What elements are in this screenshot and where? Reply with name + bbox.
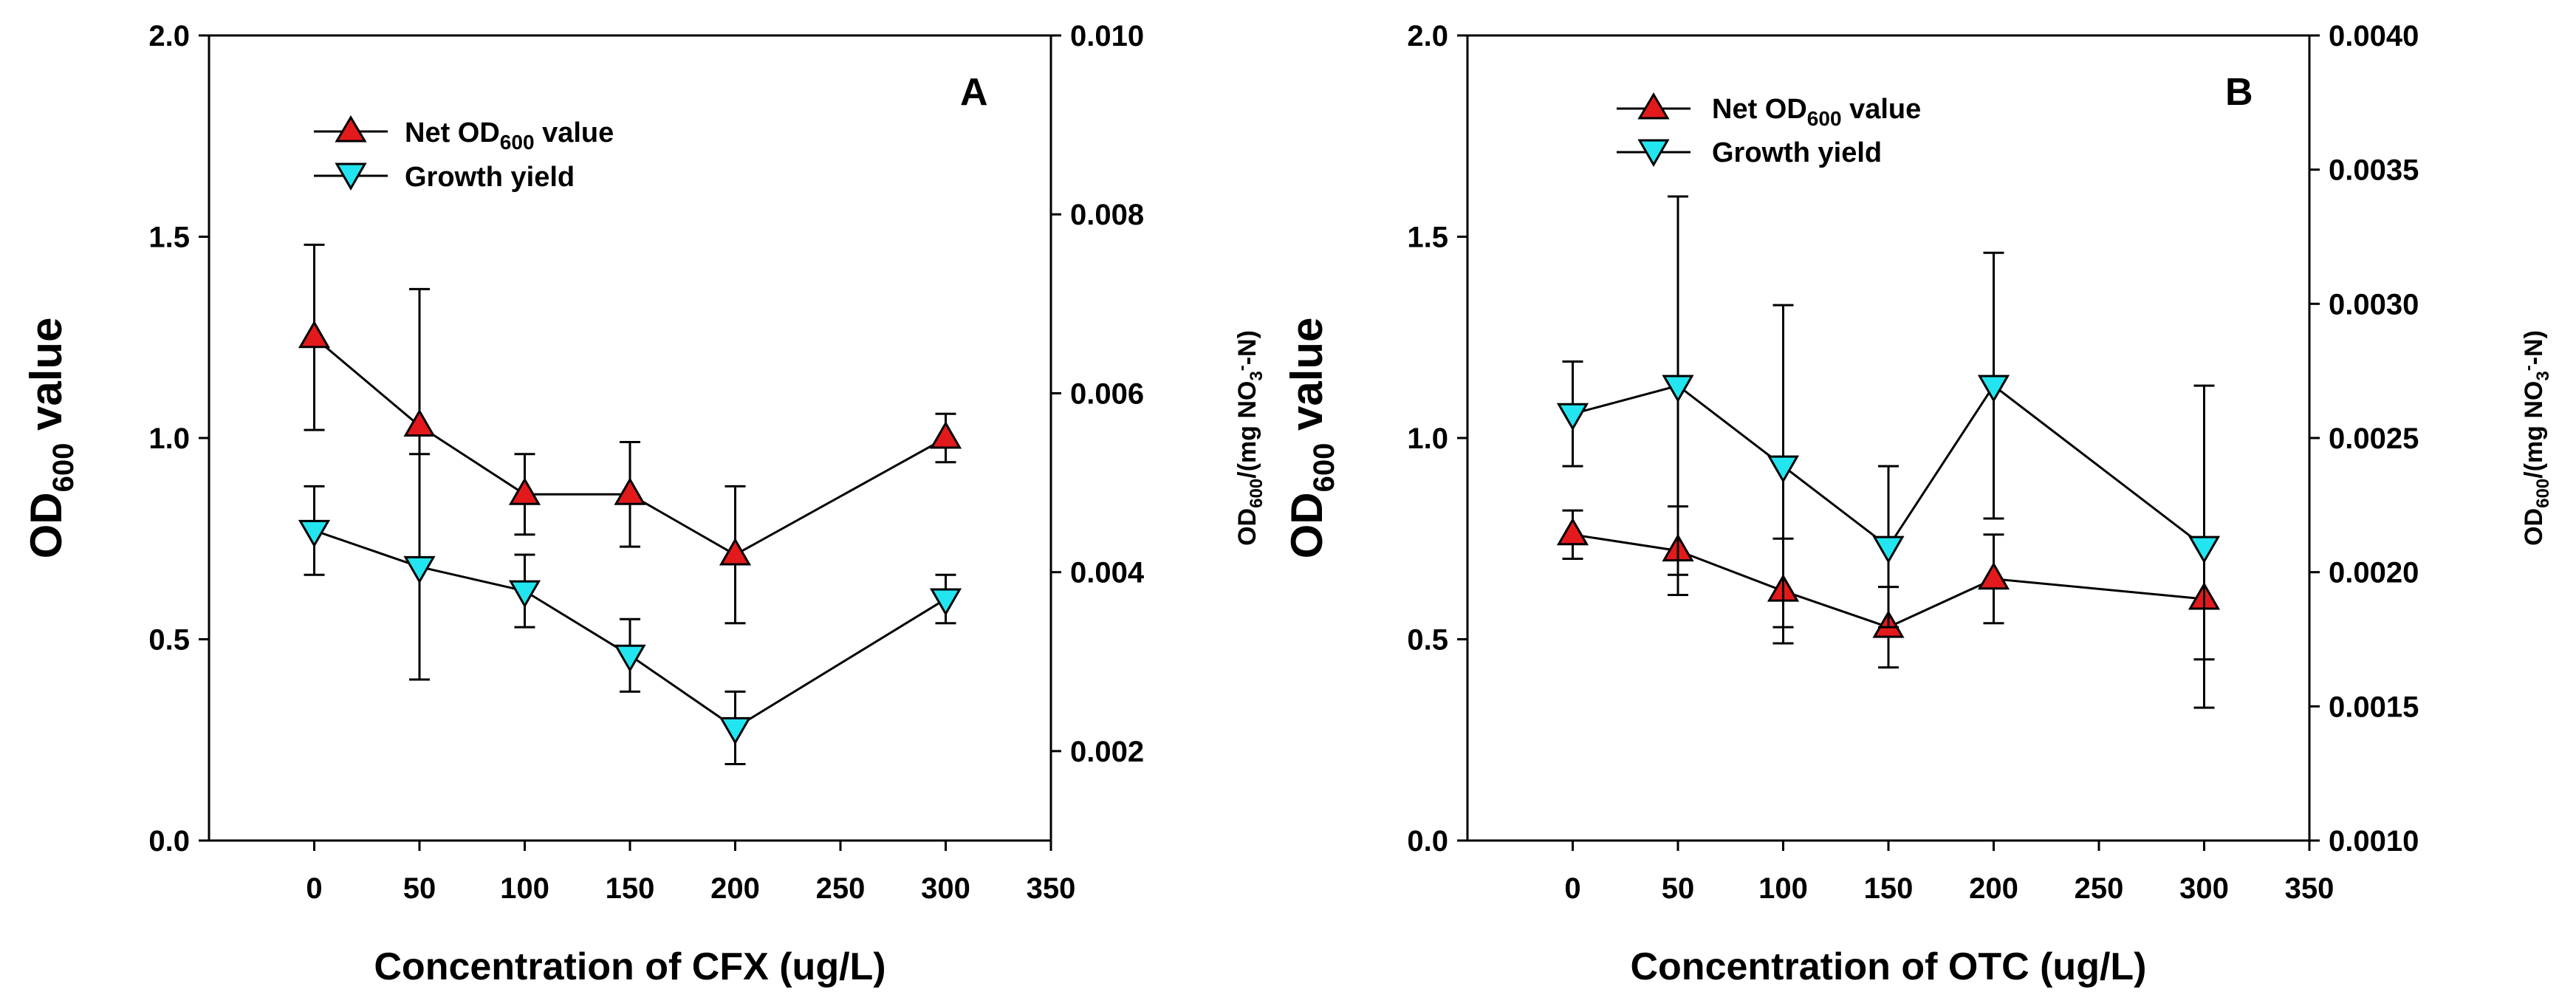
panel-a-y2-tick-label: 0.002 — [1070, 736, 1144, 768]
panel-a-x-tick-label: 150 — [606, 872, 655, 905]
panel-a-growth-point — [508, 580, 541, 609]
panel-a-net-point — [719, 538, 752, 566]
panel-b-y2-tick-label: 0.0035 — [2329, 154, 2419, 187]
panel-b-y2-tick-label: 0.0040 — [2329, 20, 2419, 52]
panel-a-net-point — [508, 477, 541, 505]
panel-b-growth-point — [1977, 374, 2010, 403]
panel-b-growth-line — [1572, 383, 2205, 549]
panel-b-label: B — [2225, 71, 2253, 114]
panel-b-y-tick-label: 1.0 — [1407, 422, 1448, 455]
panel-b-y-tick-label: 0.0 — [1407, 825, 1448, 858]
panel-b-x-tick-label: 150 — [1864, 872, 1914, 905]
panel-b-growth-point — [1872, 535, 1905, 564]
panel-b-y2-tick-label: 0.0010 — [2329, 825, 2419, 858]
panel-b-plot-frame — [1466, 34, 2311, 842]
panel-b-x-axis-label: Concentration of OTC (ug/L) — [1630, 945, 2146, 988]
panel-b-x-tick-label: 200 — [1969, 872, 2018, 905]
panel-a-net-point — [929, 420, 962, 449]
panel-b-y-tick-label: 2.0 — [1407, 20, 1448, 52]
legend-net-marker — [1637, 92, 1670, 120]
panel-a-net-point — [614, 477, 646, 505]
panel-a-growth-point — [614, 644, 646, 673]
panel-b-x-tick-label: 250 — [2075, 872, 2124, 905]
panel-a-growth-point — [929, 588, 962, 617]
panel-a-y2-tick-label: 0.008 — [1070, 199, 1144, 231]
panel-b-growth-point — [1556, 403, 1589, 431]
legend-net-marker — [335, 115, 367, 143]
panel-a-net-line — [313, 336, 947, 556]
panel-b-x-tick-label: 0 — [1564, 872, 1580, 905]
panel-a-y-tick-label: 1.5 — [148, 222, 190, 254]
panel-a-plot-frame — [208, 34, 1052, 842]
panel-a-x-tick-label: 50 — [403, 872, 436, 905]
panel-a-x-tick-label: 100 — [500, 872, 549, 905]
panel-b-net-line — [1572, 533, 2205, 629]
panel-a-y2-axis-label: OD600/(mg NO3--N) — [1232, 330, 1267, 546]
panel-a-chart: 0 50 100 150 200 250 300 350 0.0 0.5 1.0 1.5 2.0 0.… — [21, 20, 1267, 988]
panel-b-y2-axis-label: OD600/(mg NO3--N) — [2518, 330, 2553, 546]
panel-b-y2-tick-label: 0.0020 — [2329, 557, 2419, 589]
panel-a-growth-point — [719, 716, 752, 745]
panel-a-label: A — [960, 71, 988, 114]
panel-b-growth-point — [2188, 535, 2221, 564]
panel-a-y2-tick-label: 0.010 — [1070, 20, 1144, 52]
panel-b-legend: Net OD600 value Growth yield — [1617, 92, 1921, 168]
panel-a-y-axis-label: OD600 value — [21, 318, 80, 559]
panel-a-y-tick-label: 2.0 — [148, 20, 190, 52]
panel-b-x-tick-label: 300 — [2179, 872, 2229, 905]
legend-net-label: Net OD600 value — [1712, 94, 1921, 130]
panel-a-legend: Net OD600 value Growth yield — [314, 115, 614, 193]
panel-a-net-point — [403, 408, 436, 437]
legend-growth-marker — [335, 162, 367, 191]
panel-b-y2-tick-label: 0.0030 — [2329, 288, 2419, 321]
panel-a-y-tick-label: 0.0 — [148, 825, 190, 858]
panel-b-x-tick-label: 350 — [2285, 872, 2334, 905]
panel-a-growth-line — [314, 529, 947, 730]
panel-a-x-tick-label: 300 — [921, 872, 970, 905]
panel-a-growth-point — [298, 519, 331, 548]
panel-a-x-axis-label: Concentration of CFX (ug/L) — [374, 945, 886, 988]
panel-b-net-point — [1977, 561, 2010, 590]
panel-b-net-point — [1556, 517, 1589, 546]
panel-b-growth-point — [1767, 455, 1800, 484]
panel-a-x-tick-label: 350 — [1027, 872, 1076, 905]
panel-a-x-tick-label: 200 — [710, 872, 760, 905]
panel-b-x-tick-label: 50 — [1662, 872, 1695, 905]
panel-b-y-tick-label: 0.5 — [1407, 624, 1448, 657]
panel-a-x-tick-label: 0 — [306, 872, 322, 905]
panel-b-growth-point — [1662, 374, 1694, 403]
panel-a-x-tick-label: 250 — [816, 872, 866, 905]
panel-b-y-axis-label: OD600 value — [1282, 318, 1340, 559]
legend-growth-label: Growth yield — [1712, 137, 1882, 168]
panel-b-y2-tick-label: 0.0015 — [2329, 691, 2419, 723]
legend-growth-label: Growth yield — [405, 162, 575, 193]
legend-growth-marker — [1637, 139, 1670, 168]
panel-a-y2-tick-label: 0.006 — [1070, 377, 1144, 410]
panel-a-growth-point — [403, 555, 436, 584]
panel-b-chart: 0 50 100 150 200 250 300 350 0.0 0.5 1.0 1.5 2.0 0.… — [1282, 20, 2553, 988]
panel-b-x-tick-label: 100 — [1758, 872, 1808, 905]
panel-a-y2-tick-label: 0.004 — [1070, 557, 1145, 589]
panel-b-y2-tick-label: 0.0025 — [2329, 422, 2419, 455]
panel-a-y-tick-label: 0.5 — [148, 624, 190, 657]
legend-net-label: Net OD600 value — [405, 117, 614, 154]
panel-a-y-tick-label: 1.0 — [148, 422, 190, 455]
panel-b-y-tick-label: 1.5 — [1407, 222, 1448, 254]
panel-a-net-point — [298, 320, 331, 349]
